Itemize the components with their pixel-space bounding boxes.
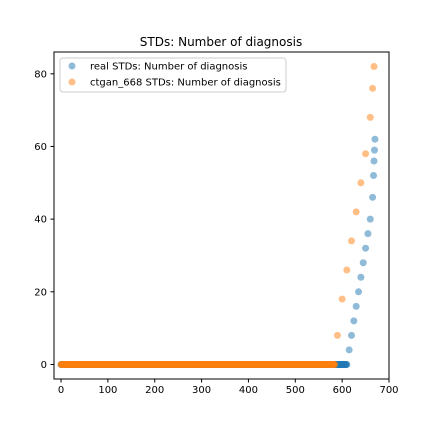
x-tick-label: 200 <box>145 385 164 396</box>
x-tick-label: 400 <box>239 385 258 396</box>
x-tick-label: 700 <box>379 385 398 396</box>
data-point <box>357 273 365 281</box>
data-point <box>350 317 358 325</box>
data-point <box>366 215 374 223</box>
x-tick-label: 500 <box>286 385 305 396</box>
data-point <box>348 331 356 339</box>
data-point <box>370 157 378 165</box>
legend-label-ctgan: ctgan_668 STDs: Number of diagnosis <box>90 78 281 89</box>
data-point <box>366 113 374 121</box>
legend-label-real: real STDs: Number of diagnosis <box>90 62 247 73</box>
chart-title: STDs: Number of diagnosis <box>140 35 302 49</box>
y-tick-label: 0 <box>41 360 47 371</box>
data-point <box>352 208 360 216</box>
data-point <box>352 302 360 310</box>
y-tick-label: 40 <box>34 215 47 226</box>
data-point <box>362 150 370 158</box>
data-point <box>338 295 346 303</box>
data-point <box>359 259 367 267</box>
y-tick-label: 80 <box>34 69 47 80</box>
data-point <box>343 266 351 274</box>
data-point <box>371 135 379 143</box>
data-point <box>362 244 370 252</box>
data-point <box>370 146 378 154</box>
y-tick-label: 20 <box>34 287 47 298</box>
legend-box <box>59 57 287 93</box>
data-point <box>370 172 378 180</box>
data-point <box>357 179 365 187</box>
data-point <box>331 360 339 368</box>
data-point <box>333 331 341 339</box>
ticks-layer: 0 100 200 300 400 500 600 700 0 20 40 60 80 <box>34 69 398 396</box>
data-point <box>348 237 356 245</box>
data-point <box>343 360 351 368</box>
legend: real STDs: Number of diagnosis ctgan_668… <box>59 57 287 93</box>
data-point <box>364 230 372 238</box>
series-1 <box>57 63 378 368</box>
y-tick-label: 60 <box>34 142 47 153</box>
plot-frame <box>53 51 390 380</box>
x-tick-label: 100 <box>98 385 117 396</box>
data-point <box>355 288 363 296</box>
data-point <box>370 63 378 71</box>
points-layer <box>57 63 379 368</box>
x-tick-label: 0 <box>58 385 64 396</box>
legend-marker-ctgan <box>68 78 76 86</box>
x-tick-label: 600 <box>333 385 352 396</box>
legend-marker-real <box>68 62 76 70</box>
data-point <box>345 346 353 354</box>
data-point <box>369 84 377 92</box>
x-tick-label: 300 <box>192 385 211 396</box>
data-point <box>369 193 377 201</box>
